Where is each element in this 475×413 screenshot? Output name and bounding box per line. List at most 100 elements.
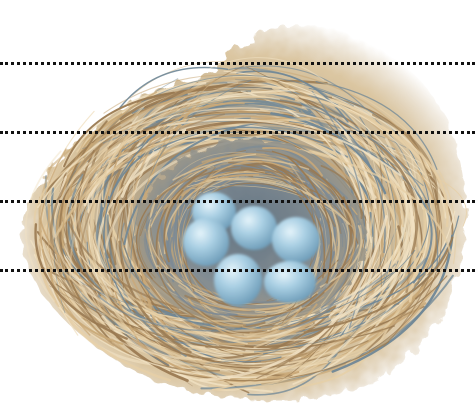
straw-strand — [157, 266, 217, 326]
straw-strand — [339, 202, 357, 255]
straw-strand — [97, 134, 220, 266]
straw-strand — [53, 161, 115, 312]
straw-strand — [160, 285, 311, 315]
straw-strand — [242, 308, 302, 330]
straw-strand — [133, 313, 342, 367]
straw-strand — [320, 204, 358, 309]
straw-strand — [383, 149, 438, 348]
dotted-line — [0, 269, 475, 272]
straw-strand — [70, 116, 196, 210]
straw-strand — [128, 141, 171, 333]
straw-strand — [314, 226, 336, 281]
straw-strand — [247, 169, 359, 244]
straw-strand — [177, 204, 194, 292]
straw-strand — [206, 320, 286, 335]
straw-strand — [143, 194, 173, 284]
straw-strand — [328, 150, 370, 318]
straw-strand — [372, 113, 439, 206]
straw-strand — [320, 164, 363, 220]
straw-strand — [138, 322, 318, 384]
straw-strand — [78, 156, 109, 244]
straw-strand — [156, 265, 297, 306]
straw-strand — [172, 158, 310, 181]
straw-strand — [199, 215, 388, 382]
dotted-line — [0, 62, 475, 65]
straw-strand — [166, 118, 402, 177]
straw-strand — [34, 223, 128, 340]
straw-strand — [118, 240, 192, 354]
straw-strand — [145, 201, 167, 256]
straw-strand — [164, 324, 358, 358]
straw-strand — [227, 82, 424, 173]
straw-strand — [278, 289, 342, 331]
straw-strand — [201, 153, 330, 194]
straw-strand — [303, 236, 454, 334]
straw-strand — [152, 168, 254, 203]
straw-strand — [236, 70, 349, 123]
straw-strand — [88, 222, 171, 362]
straw-strand — [148, 230, 234, 303]
straw-strand — [205, 228, 397, 364]
straw-strand — [114, 320, 382, 354]
straw-strand — [97, 295, 227, 332]
straw-strand — [123, 121, 259, 246]
egg — [183, 218, 229, 266]
straw-strand — [129, 79, 251, 279]
straw-strand — [84, 116, 150, 223]
straw-strand — [70, 214, 248, 345]
straw-strand — [121, 184, 246, 352]
straw-strand — [413, 168, 467, 227]
straw-strand — [69, 82, 239, 280]
eggs — [183, 192, 320, 306]
straw-strand — [157, 87, 322, 109]
straw-strand — [63, 91, 175, 168]
straw-strand — [24, 150, 62, 302]
straw-strand — [92, 193, 167, 320]
straw-strand — [55, 283, 395, 351]
dotted-line — [0, 131, 475, 134]
straw-strand — [300, 103, 439, 272]
straw-strand — [178, 284, 289, 311]
straw-strand — [49, 285, 384, 347]
straw-strand — [271, 150, 353, 232]
dotted-line — [0, 200, 475, 203]
straw-strand — [246, 162, 297, 184]
egg — [264, 261, 316, 303]
straw-strand — [89, 119, 143, 331]
straw-strand — [312, 184, 348, 294]
straw-strand — [120, 222, 151, 290]
straw-strand — [110, 236, 245, 365]
straw-strand — [288, 163, 344, 248]
straw-strand — [256, 149, 336, 197]
straw-strand — [163, 189, 184, 263]
straw-strand — [319, 225, 363, 288]
straw-strand — [49, 121, 133, 320]
straw-strand — [76, 101, 224, 175]
straw-strand — [228, 161, 323, 243]
straw-strand — [288, 169, 327, 265]
straw-strand — [186, 160, 290, 202]
straw-strand — [331, 234, 454, 373]
straw-strand — [289, 322, 392, 389]
straw-strand — [77, 312, 368, 372]
nest-straw — [24, 57, 467, 396]
straw-strand — [37, 89, 295, 209]
egg — [214, 254, 262, 306]
straw-strand — [291, 241, 448, 325]
straw-strand — [104, 253, 167, 329]
straw-strand — [120, 288, 308, 339]
straw-strand — [203, 181, 297, 194]
straw-strand — [138, 213, 156, 279]
straw-strand — [80, 113, 226, 250]
straw-strand — [228, 65, 365, 109]
straw-strand — [81, 291, 366, 371]
straw-strand — [46, 247, 221, 338]
straw-strand — [289, 133, 401, 261]
straw-strand — [139, 102, 245, 157]
straw-strand — [262, 146, 324, 177]
straw-strand — [280, 262, 360, 328]
straw-strand — [180, 344, 347, 368]
straw-strand — [238, 168, 314, 193]
straw-strand — [286, 155, 333, 284]
